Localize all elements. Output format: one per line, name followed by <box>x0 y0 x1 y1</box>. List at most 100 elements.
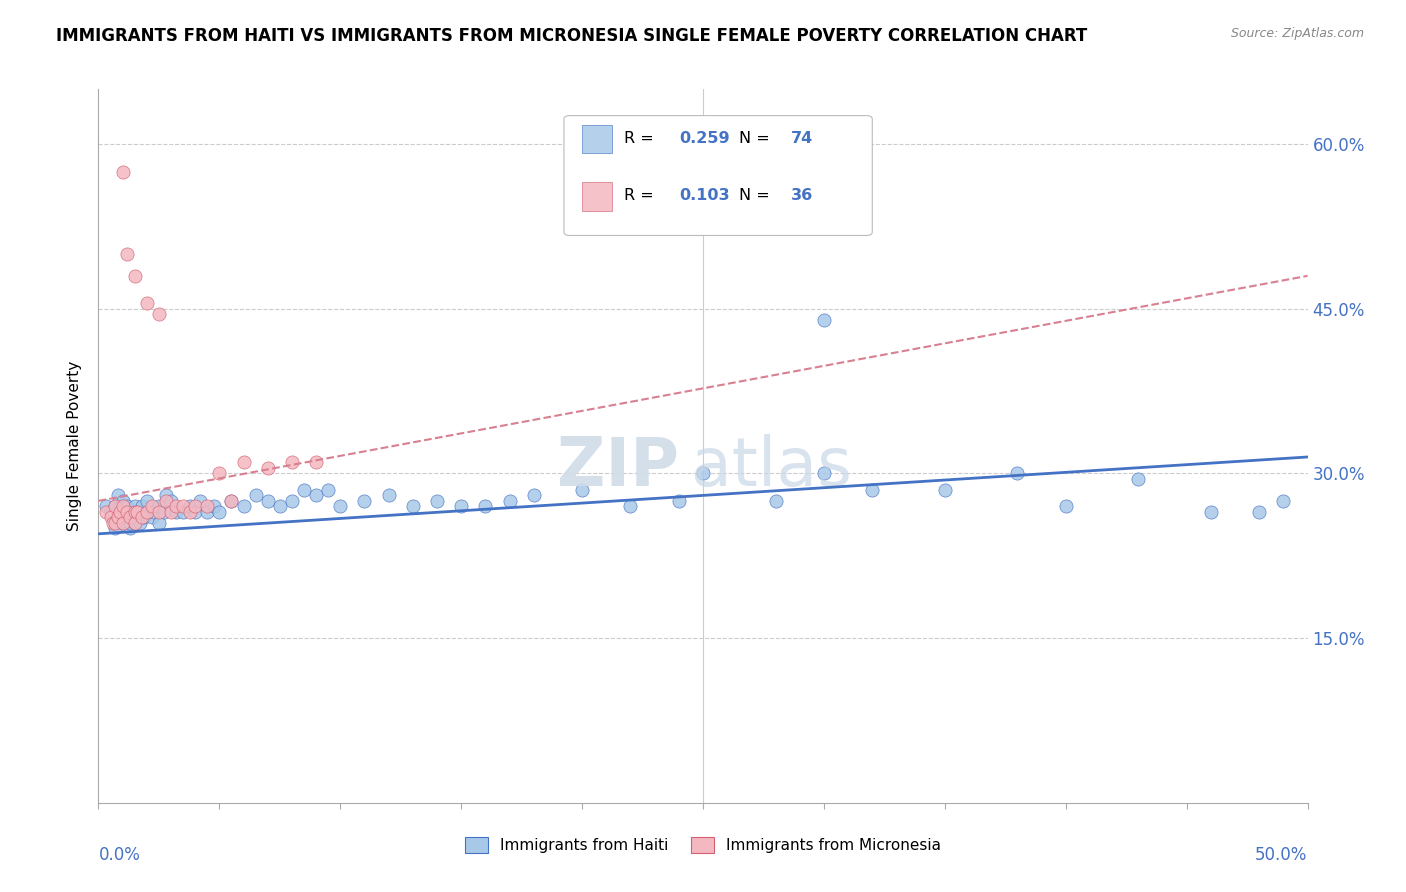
Point <box>269 500 291 514</box>
Point <box>426 494 449 508</box>
Point <box>148 516 170 530</box>
Point <box>121 505 143 519</box>
Point <box>184 505 207 519</box>
Point <box>124 516 146 530</box>
Point <box>155 494 177 508</box>
Point <box>450 500 472 514</box>
Point <box>124 500 146 514</box>
Text: ZIP: ZIP <box>557 434 679 500</box>
Point <box>111 505 134 519</box>
Point <box>292 483 315 497</box>
Point <box>108 500 131 514</box>
Point <box>128 516 150 530</box>
Point <box>155 488 177 502</box>
Point <box>377 488 399 502</box>
Point <box>127 505 149 519</box>
Point <box>118 516 141 530</box>
Point <box>131 510 153 524</box>
Point <box>232 500 254 514</box>
Point <box>619 500 641 514</box>
Point <box>172 500 194 514</box>
Point <box>124 516 146 530</box>
Text: 50.0%: 50.0% <box>1256 846 1308 863</box>
Point <box>107 510 129 524</box>
Point <box>571 483 593 497</box>
Point <box>245 488 267 502</box>
Point <box>221 494 243 508</box>
Point <box>1054 500 1077 514</box>
Point <box>208 505 231 519</box>
Point <box>127 505 149 519</box>
Text: 36: 36 <box>792 188 814 203</box>
Point <box>118 510 141 524</box>
Point <box>143 505 166 519</box>
Point <box>111 516 134 530</box>
Point <box>256 461 278 475</box>
Point <box>94 500 117 514</box>
Point <box>934 483 956 497</box>
Point <box>353 494 375 508</box>
Point <box>498 494 520 508</box>
Text: atlas: atlas <box>690 434 852 500</box>
Text: 0.103: 0.103 <box>679 188 730 203</box>
Point <box>860 483 883 497</box>
Text: R =: R = <box>624 188 659 203</box>
Point <box>124 268 146 283</box>
Point <box>329 500 352 514</box>
Point <box>402 500 425 514</box>
Point <box>152 505 174 519</box>
Point <box>141 510 163 524</box>
Point <box>160 505 183 519</box>
Point <box>281 494 304 508</box>
Point <box>256 494 278 508</box>
Point <box>813 312 835 326</box>
Point <box>165 505 187 519</box>
Point <box>1007 467 1029 481</box>
Point <box>305 455 328 469</box>
Point <box>104 500 127 514</box>
Point <box>188 494 211 508</box>
Text: N =: N = <box>740 188 775 203</box>
Text: R =: R = <box>624 131 659 146</box>
Text: N =: N = <box>740 131 775 146</box>
FancyBboxPatch shape <box>582 182 613 211</box>
Text: IMMIGRANTS FROM HAITI VS IMMIGRANTS FROM MICRONESIA SINGLE FEMALE POVERTY CORREL: IMMIGRANTS FROM HAITI VS IMMIGRANTS FROM… <box>56 27 1087 45</box>
Point <box>131 500 153 514</box>
Point <box>668 494 690 508</box>
Point <box>101 510 124 524</box>
Legend: Immigrants from Haiti, Immigrants from Micronesia: Immigrants from Haiti, Immigrants from M… <box>458 831 948 859</box>
Point <box>104 521 127 535</box>
Point <box>100 505 122 519</box>
FancyBboxPatch shape <box>564 116 872 235</box>
Point <box>104 500 127 514</box>
Point <box>111 494 134 508</box>
Point <box>135 505 157 519</box>
Point <box>179 505 201 519</box>
Point <box>1272 494 1295 508</box>
Point <box>172 505 194 519</box>
Point <box>305 488 328 502</box>
Point <box>1249 505 1271 519</box>
Point <box>221 494 243 508</box>
Point <box>160 494 183 508</box>
Point <box>195 500 218 514</box>
Point <box>107 488 129 502</box>
Text: 0.259: 0.259 <box>679 131 730 146</box>
Point <box>1128 472 1150 486</box>
Point <box>118 521 141 535</box>
Point <box>117 505 139 519</box>
Point <box>165 500 187 514</box>
Point <box>195 505 218 519</box>
Point <box>148 307 170 321</box>
Point <box>107 510 129 524</box>
Point <box>135 296 157 310</box>
Point <box>111 164 134 178</box>
Point <box>523 488 546 502</box>
Point <box>813 467 835 481</box>
Point <box>135 494 157 508</box>
Point <box>124 505 146 519</box>
Point <box>204 500 226 514</box>
Point <box>117 500 139 514</box>
Point <box>124 510 146 524</box>
Point <box>117 247 139 261</box>
